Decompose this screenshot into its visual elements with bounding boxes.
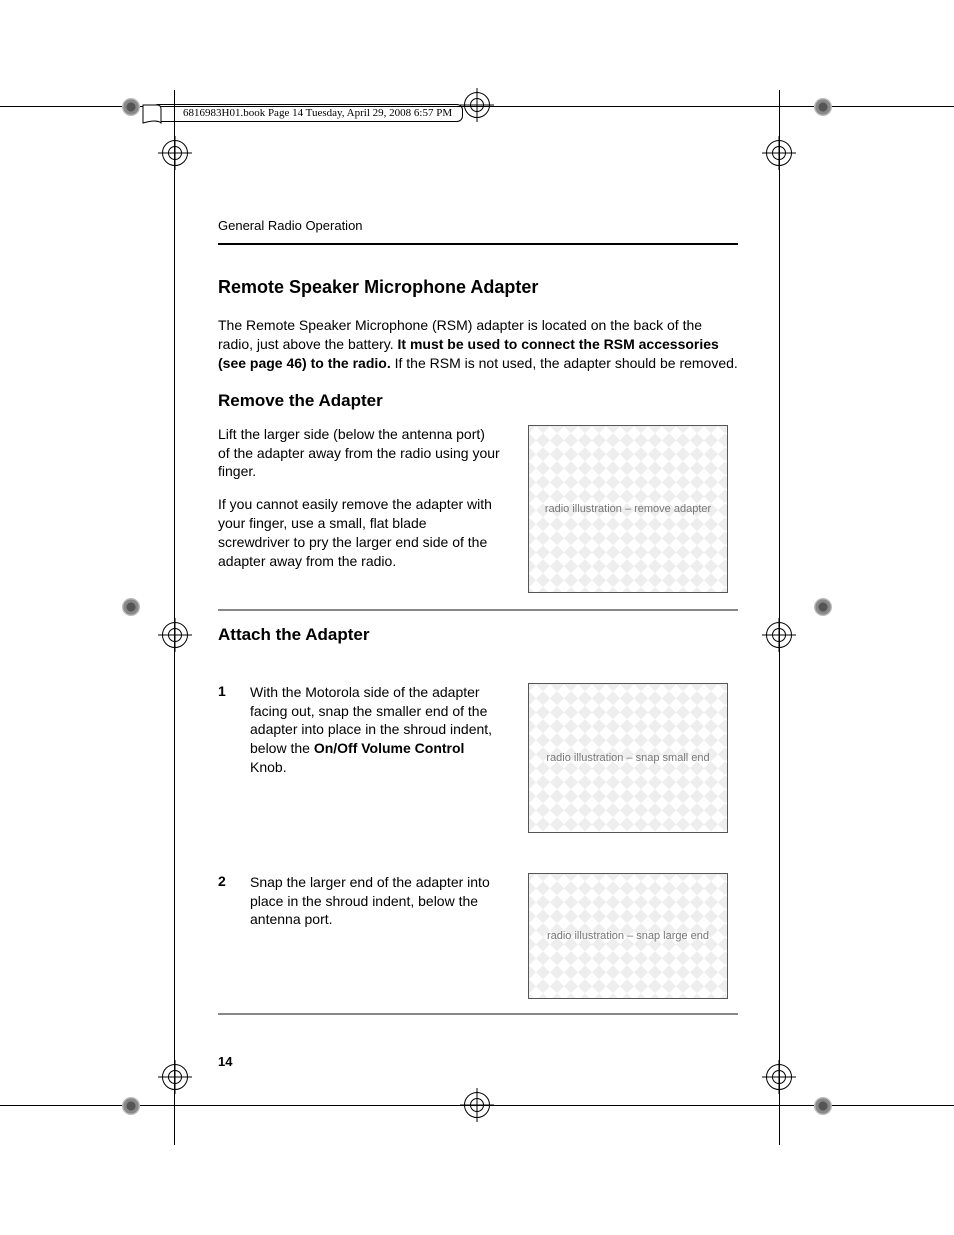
remove-p1: Lift the larger side (below the antenna … xyxy=(218,425,500,482)
step1-post: Knob. xyxy=(250,759,287,775)
step2-pre: Snap the larger end of the adapter into … xyxy=(250,874,490,928)
intro-paragraph: The Remote Speaker Microphone (RSM) adap… xyxy=(218,316,738,373)
page-content: General Radio Operation Remote Speaker M… xyxy=(218,218,738,1029)
remove-image-placeholder: radio illustration – remove adapter xyxy=(528,425,728,593)
page-title: Remote Speaker Microphone Adapter xyxy=(218,277,738,298)
header-rule xyxy=(218,243,738,245)
remove-section: Lift the larger side (below the antenna … xyxy=(218,423,738,603)
step2-image-placeholder: radio illustration – snap large end xyxy=(528,873,728,999)
step-text: Snap the larger end of the adapter into … xyxy=(250,873,504,930)
remove-image-cell: radio illustration – remove adapter xyxy=(518,425,738,593)
step1-image-placeholder: radio illustration – snap small end xyxy=(528,683,728,833)
remove-heading: Remove the Adapter xyxy=(218,391,738,411)
attach-step-1: 1 With the Motorola side of the adapter … xyxy=(218,675,738,841)
section-separator-2 xyxy=(218,1013,738,1015)
section-separator xyxy=(218,609,738,611)
page-number: 14 xyxy=(218,1054,232,1069)
remove-text: Lift the larger side (below the antenna … xyxy=(218,425,500,585)
step1-bold: On/Off Volume Control xyxy=(314,740,465,756)
book-icon xyxy=(139,101,165,127)
step-number: 1 xyxy=(218,683,236,699)
book-header-note: 6816983H01.book Page 14 Tuesday, April 2… xyxy=(152,104,463,122)
step-image-cell: radio illustration – snap large end xyxy=(518,873,738,999)
header-note-text: 6816983H01.book Page 14 Tuesday, April 2… xyxy=(183,107,452,119)
intro-text-2: If the RSM is not used, the adapter shou… xyxy=(391,355,738,371)
running-head: General Radio Operation xyxy=(218,218,738,233)
attach-heading: Attach the Adapter xyxy=(218,625,738,645)
step-image-cell: radio illustration – snap small end xyxy=(518,683,738,833)
step-text: With the Motorola side of the adapter fa… xyxy=(250,683,504,777)
step-number: 2 xyxy=(218,873,236,889)
attach-step-2: 2 Snap the larger end of the adapter int… xyxy=(218,865,738,1007)
remove-p2: If you cannot easily remove the adapter … xyxy=(218,495,500,571)
